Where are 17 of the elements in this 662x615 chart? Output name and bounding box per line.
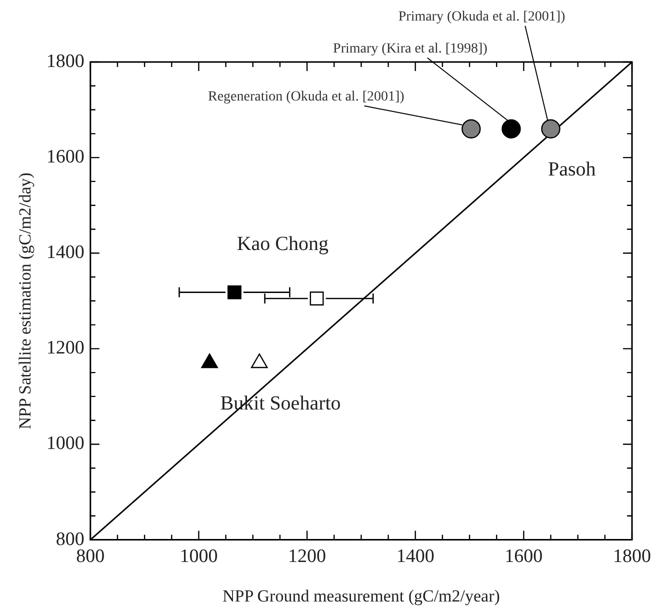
y-tick-label: 1200	[46, 338, 84, 359]
y-tick-label: 1800	[46, 50, 84, 72]
y-axis-title: NPP Satellite estimation (gC/m2/day)	[16, 172, 35, 430]
x-tick-label: 1200	[288, 546, 326, 568]
x-tick-label: 1400	[396, 546, 434, 568]
y-tick-label: 1600	[46, 146, 84, 168]
annotation: Pasoh	[548, 158, 596, 181]
annotation: Kao Chong	[236, 232, 329, 255]
text: Primary (Okuda et al. [2001])	[398, 10, 566, 25]
text: Primary (Kira et al. [1998])	[333, 42, 488, 57]
text: Regeneration (Okuda et al. [2001])	[208, 90, 405, 105]
y-tick-label: 1000	[46, 433, 84, 454]
x-axis-title: NPP Ground measurement (gC/m2/year)	[222, 586, 500, 606]
x-tick-label: 1600	[504, 546, 543, 568]
x-tick-label: 1800	[613, 546, 651, 568]
x-tick-label: 1000	[180, 546, 218, 568]
y-tick-label: 1400	[46, 242, 84, 264]
